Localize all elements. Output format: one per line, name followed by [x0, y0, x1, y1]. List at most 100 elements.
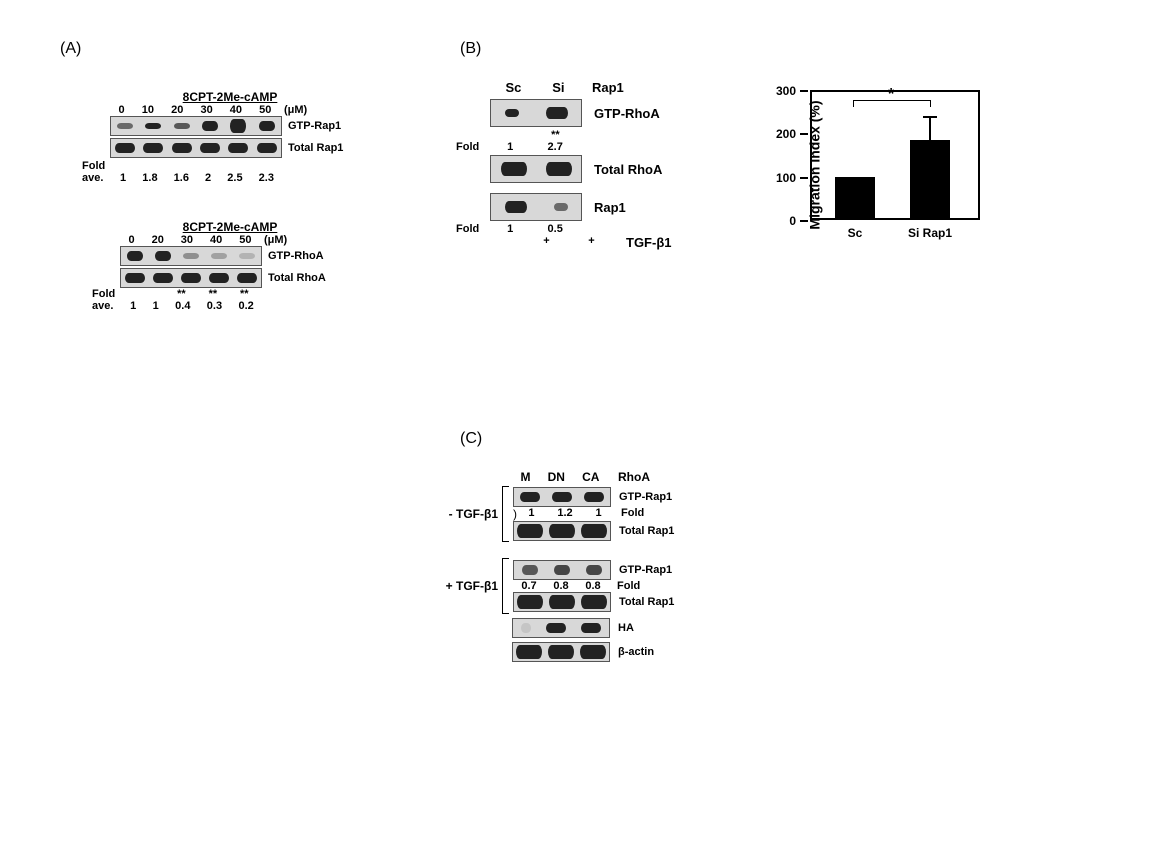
- panel-b-blots: Sc Si Rap1 GTP-RhoA ** Fold 1 2.7: [490, 80, 690, 250]
- fold-label: Fold: [621, 507, 644, 521]
- fold: 0.8: [553, 580, 568, 592]
- figure-root: (A) 8CPT-2Me-cAMP 0 10 20 30 40 50 (μM): [20, 20, 1139, 835]
- error-cap: [923, 116, 937, 118]
- blot-label: Rap1: [594, 200, 626, 215]
- blot-label: Total Rap1: [619, 596, 674, 608]
- bracket-icon: [502, 486, 509, 542]
- fold: 0.8: [585, 580, 600, 592]
- rhoa-label: RhoA: [618, 470, 650, 484]
- fold: 2.7: [548, 141, 563, 153]
- conc: 40: [230, 104, 242, 116]
- fold: 2.3: [259, 172, 274, 184]
- fold-label: Fold: [617, 580, 640, 592]
- blot-label: Total RhoA: [594, 162, 662, 177]
- xlabel: Sc: [835, 226, 875, 240]
- ytick: 0: [800, 220, 808, 222]
- lane-label: Sc: [505, 80, 521, 95]
- fold: 1: [130, 300, 136, 312]
- fold: 0.5: [548, 223, 563, 235]
- fold-prefix: Fold: [82, 160, 112, 172]
- y-axis: [810, 90, 812, 220]
- ytick: 100: [800, 177, 808, 179]
- migration-index-chart: Migration Index (%) 0 100 200 300 * Sc S…: [760, 80, 990, 250]
- tgfb-val: +: [543, 235, 549, 250]
- blot-total-rhoa: [120, 268, 262, 288]
- lane-label: Si: [552, 80, 564, 95]
- lane-label: DN: [548, 470, 565, 484]
- minus-tgfb-label: - TGF-β1: [440, 507, 498, 521]
- conc: 30: [200, 104, 212, 116]
- fold-prefix: Fold: [92, 288, 122, 300]
- blot-label: GTP-Rap1: [619, 491, 672, 503]
- fold: 1: [595, 507, 601, 521]
- conc: 20: [152, 234, 164, 246]
- fold: 1.2: [557, 507, 572, 521]
- fold: 1.6: [174, 172, 189, 184]
- conc: 30: [181, 234, 193, 246]
- blot-label: Total Rap1: [619, 525, 674, 537]
- conc: 10: [142, 104, 154, 116]
- fold-prefix: Fold: [456, 141, 490, 153]
- blot-label: β-actin: [618, 646, 654, 658]
- ytick: 300: [800, 90, 808, 92]
- unit-label: (μM): [264, 234, 287, 246]
- blot-gtp-rhoa-b: [490, 99, 582, 127]
- rap1-label: Rap1: [592, 80, 624, 95]
- xlabel: Si Rap1: [900, 226, 960, 240]
- fold: 2: [205, 172, 211, 184]
- panel-a-bottom: 8CPT-2Me-cAMP 0 20 30 40 50 (μM) GTP-Rho…: [120, 220, 340, 312]
- unit-label: (μM): [284, 104, 307, 116]
- blot-total-rhoa-b: [490, 155, 582, 183]
- blot-total-rap1-c1: [513, 521, 611, 541]
- blot-label: GTP-Rap1: [288, 120, 341, 132]
- fold: 1: [507, 223, 513, 235]
- bracket-icon: [502, 558, 509, 614]
- lane-label: CA: [582, 470, 599, 484]
- plot-top-border: [810, 90, 980, 92]
- blot-rap1-b: [490, 193, 582, 221]
- fold-prefix: Fold: [456, 223, 490, 235]
- bar-sc: [835, 177, 875, 220]
- blot-label: Total Rap1: [288, 142, 343, 154]
- blot-label: GTP-RhoA: [594, 106, 660, 121]
- fold: 1.8: [142, 172, 157, 184]
- sig: **: [240, 288, 249, 300]
- fold: 1: [120, 172, 126, 184]
- fold-prefix: ave.: [82, 172, 112, 184]
- fold: 1: [507, 141, 513, 153]
- sig: **: [209, 288, 218, 300]
- lane-label: M: [521, 470, 531, 484]
- significance-star: *: [888, 86, 894, 104]
- ytick: 200: [800, 133, 808, 135]
- sig: **: [177, 288, 186, 300]
- blot-label: GTP-Rap1: [619, 564, 672, 576]
- tgfb-val: +: [588, 235, 594, 250]
- conc: 50: [239, 234, 251, 246]
- blot-label: Total RhoA: [268, 272, 326, 284]
- panel-a-bottom-header: 8CPT-2Me-cAMP: [120, 220, 340, 234]
- panel-a-top-header: 8CPT-2Me-cAMP: [110, 90, 350, 104]
- blot-label: GTP-RhoA: [268, 250, 324, 262]
- conc: 40: [210, 234, 222, 246]
- fold: 0.7: [521, 580, 536, 592]
- plus-tgfb-label: + TGF-β1: [440, 579, 498, 593]
- error-bar: [929, 118, 931, 140]
- panel-c: M DN CA RhoA - TGF-β1 GTP-Rap1 ): [440, 470, 720, 662]
- conc: 50: [259, 104, 271, 116]
- plot-right-border: [978, 90, 980, 220]
- fold: 1: [528, 507, 534, 521]
- blot-total-rap1: [110, 138, 282, 158]
- blot-ha: [512, 618, 610, 638]
- bar-si-rap1: [910, 140, 950, 220]
- panel-b-label: (B): [460, 40, 481, 58]
- fold: 0.2: [238, 300, 253, 312]
- fold: 0.3: [207, 300, 222, 312]
- conc: 0: [128, 234, 134, 246]
- fold: 1: [153, 300, 159, 312]
- panel-c-label: (C): [460, 430, 482, 448]
- blot-label: HA: [618, 622, 634, 634]
- blot-gtp-rap1: [110, 116, 282, 136]
- panel-a-top: 8CPT-2Me-cAMP 0 10 20 30 40 50 (μM) GTP-…: [110, 90, 350, 184]
- blot-total-rap1-c2: [513, 592, 611, 612]
- blot-gtp-rhoa: [120, 246, 262, 266]
